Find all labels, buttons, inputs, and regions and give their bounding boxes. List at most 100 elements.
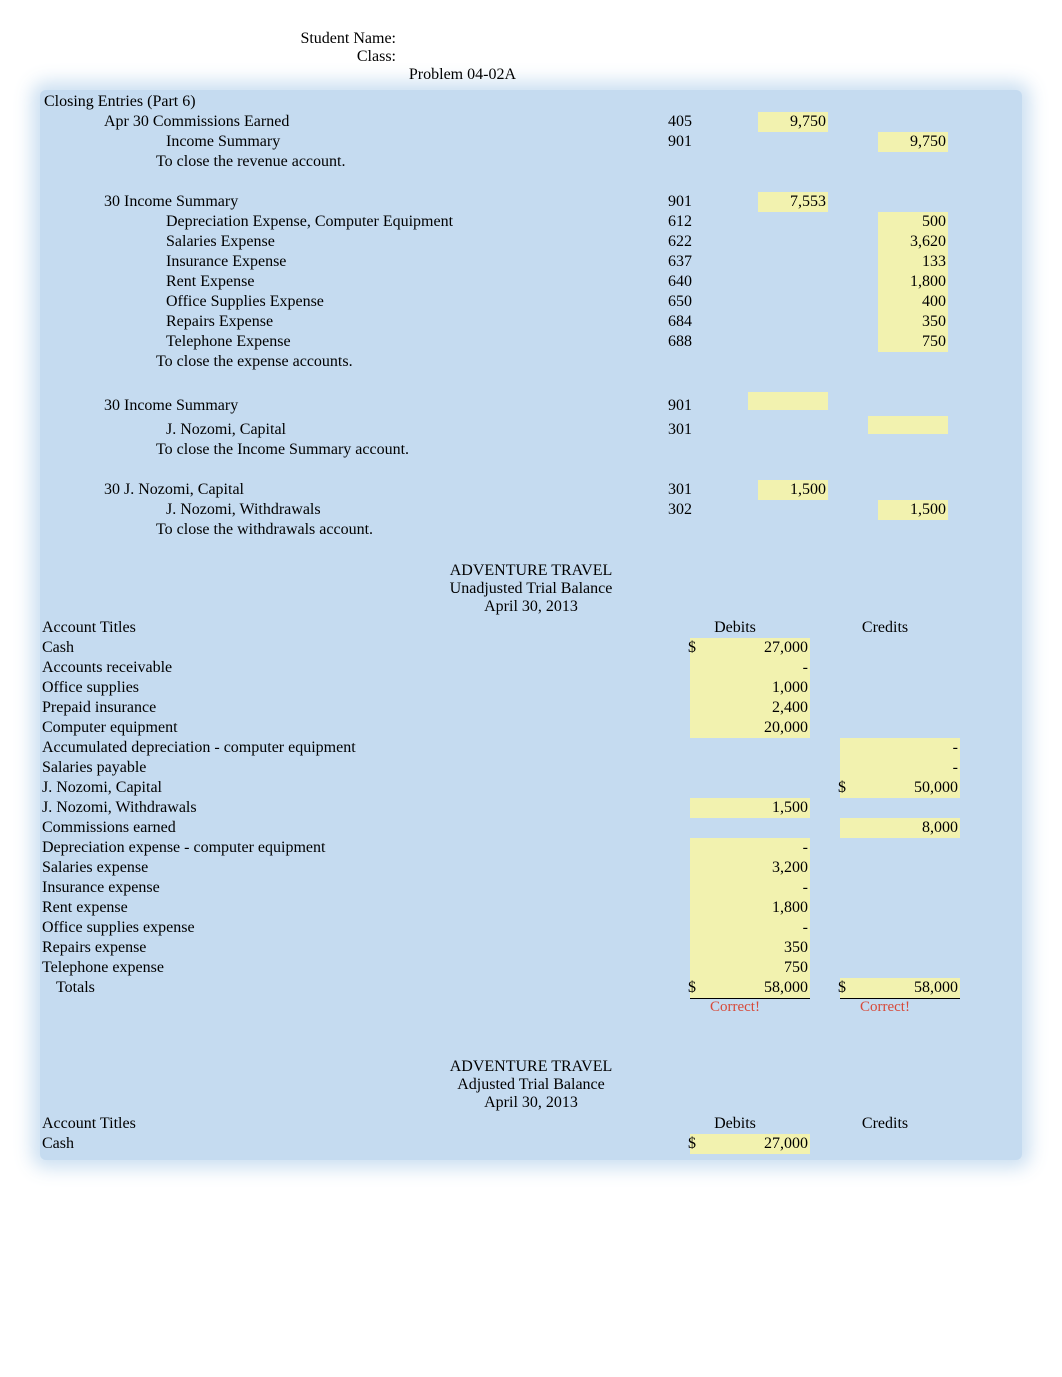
credit-amount: 750 <box>840 332 960 352</box>
atb-company: ADVENTURE TRAVEL <box>40 1058 1022 1076</box>
credit-cell: $50,000 <box>810 778 960 798</box>
journal-label: Income Summary <box>40 132 650 152</box>
utb-date: April 30, 2013 <box>40 598 1022 616</box>
journal-description: To close the withdrawals account. <box>40 520 1022 540</box>
trial-balance-row: Cash$27,000 <box>40 1134 1022 1154</box>
journal-label: 30 J. Nozomi, Capital <box>40 480 650 500</box>
account-title: Office supplies expense <box>40 918 660 938</box>
debit-cell: 1,800 <box>660 898 810 918</box>
credit-amount: 3,620 <box>840 232 960 252</box>
account-title: Salaries expense <box>40 858 660 878</box>
account-title: Accounts receivable <box>40 658 660 678</box>
trial-balance-row: Depreciation expense - computer equipmen… <box>40 838 1022 858</box>
debit-cell: $27,000 <box>660 638 810 658</box>
debit-cell: 2,400 <box>660 698 810 718</box>
journal-entry-row: Salaries Expense622 3,620 <box>40 232 1022 252</box>
trial-balance-row: Salaries expense3,200 <box>40 858 1022 878</box>
trial-balance-row: Office supplies expense- <box>40 918 1022 938</box>
account-code: 688 <box>650 332 710 352</box>
utb-title: Unadjusted Trial Balance <box>40 580 1022 598</box>
journal-label: Office Supplies Expense <box>40 292 650 312</box>
journal-entry-row: J. Nozomi, Capital301 <box>40 416 1022 440</box>
account-title: Office supplies <box>40 678 660 698</box>
utb-correct-debit: Correct! <box>660 999 810 1016</box>
currency-symbol: $ <box>688 638 696 658</box>
trial-balance-row: Computer equipment20,000 <box>40 718 1022 738</box>
journal-label: To close the withdrawals account. <box>40 520 650 540</box>
journal-label: Telephone Expense <box>40 332 650 352</box>
currency-symbol: $ <box>688 978 696 998</box>
trial-balance-row: Telephone expense750 <box>40 958 1022 978</box>
account-title: Cash <box>40 1134 660 1154</box>
utb-col-debit: Debits <box>660 618 810 638</box>
utb-col-account: Account Titles <box>40 618 660 638</box>
journal-label: Rent Expense <box>40 272 650 292</box>
currency-symbol: $ <box>838 978 846 998</box>
utb-company: ADVENTURE TRAVEL <box>40 562 1022 580</box>
class-label: Class: <box>40 48 400 66</box>
debit-cell: 350 <box>660 938 810 958</box>
atb-col-credit: Credits <box>810 1114 960 1134</box>
credit-amount: 400 <box>840 292 960 312</box>
closing-entries-title: Closing Entries (Part 6) <box>44 92 654 112</box>
account-title: Accumulated depreciation - computer equi… <box>40 738 660 758</box>
journal-label: Insurance Expense <box>40 252 650 272</box>
journal-description: To close the revenue account. <box>40 152 1022 172</box>
debit-cell: - <box>660 878 810 898</box>
header: Student Name: Class: Problem 04-02A <box>40 30 1022 84</box>
credit-cell: - <box>810 758 960 778</box>
account-title: J. Nozomi, Capital <box>40 778 660 798</box>
journal-label: 30 Income Summary <box>40 396 650 416</box>
debit-cell: - <box>660 918 810 938</box>
account-code: 405 <box>650 112 710 132</box>
debit-cell: - <box>660 838 810 858</box>
account-title: Cash <box>40 638 660 658</box>
debit-cell: 3,200 <box>660 858 810 878</box>
debit-cell: 750 <box>660 958 810 978</box>
credit-cell: - <box>810 738 960 758</box>
journal-label: J. Nozomi, Withdrawals <box>40 500 650 520</box>
account-code: 640 <box>650 272 710 292</box>
journal-label: Apr 30 Commissions Earned <box>40 112 650 132</box>
debit-cell: - <box>660 658 810 678</box>
debit-cell: 1,500 <box>660 798 810 818</box>
account-title: Telephone expense <box>40 958 660 978</box>
account-code: 302 <box>650 500 710 520</box>
journal-label: Repairs Expense <box>40 312 650 332</box>
utb-totals-label: Totals <box>40 978 660 998</box>
account-code: 301 <box>650 480 710 500</box>
currency-symbol: $ <box>688 1134 696 1154</box>
journal-entry-row: Repairs Expense684350 <box>40 312 1022 332</box>
account-code: 301 <box>650 420 710 440</box>
journal-entry-row: Office Supplies Expense650 400 <box>40 292 1022 312</box>
student-name-label: Student Name: <box>40 30 400 48</box>
trial-balance-row: Repairs expense350 <box>40 938 1022 958</box>
utb-correct-credit: Correct! <box>810 999 960 1016</box>
utb-totals-credit: 58,000 <box>840 978 960 999</box>
journal-label: 30 Income Summary <box>40 192 650 212</box>
account-title: Commissions earned <box>40 818 660 838</box>
journal-label: Depreciation Expense, Computer Equipment <box>40 212 650 232</box>
trial-balance-row: Accumulated depreciation - computer equi… <box>40 738 1022 758</box>
debit-cell: 20,000 <box>660 718 810 738</box>
account-code: 622 <box>650 232 710 252</box>
atb-col-account: Account Titles <box>40 1114 660 1134</box>
journal-description: To close the Income Summary account. <box>40 440 1022 460</box>
journal-description: To close the expense accounts. <box>40 352 1022 372</box>
debit-amount: 1,500 <box>710 480 840 500</box>
trial-balance-row: Commissions earned8,000 <box>40 818 1022 838</box>
journal-label: To close the Income Summary account. <box>40 440 650 460</box>
credit-amount: 133 <box>840 252 960 272</box>
journal-entry-row: 30 Income Summary9017,553 <box>40 192 1022 212</box>
credit-amount: 1,800 <box>840 272 960 292</box>
trial-balance-row: J. Nozomi, Capital $50,000 <box>40 778 1022 798</box>
account-code: 650 <box>650 292 710 312</box>
debit-cell: 1,000 <box>660 678 810 698</box>
closing-entries-section: Closing Entries (Part 6) Apr 30 Commissi… <box>40 90 1022 1160</box>
trial-balance-row: Insurance expense- <box>40 878 1022 898</box>
journal-label: Salaries Expense <box>40 232 650 252</box>
journal-entry-row: Insurance Expense637133 <box>40 252 1022 272</box>
account-title: Insurance expense <box>40 878 660 898</box>
utb-col-credit: Credits <box>810 618 960 638</box>
journal-entry-row: Depreciation Expense, Computer Equipment… <box>40 212 1022 232</box>
